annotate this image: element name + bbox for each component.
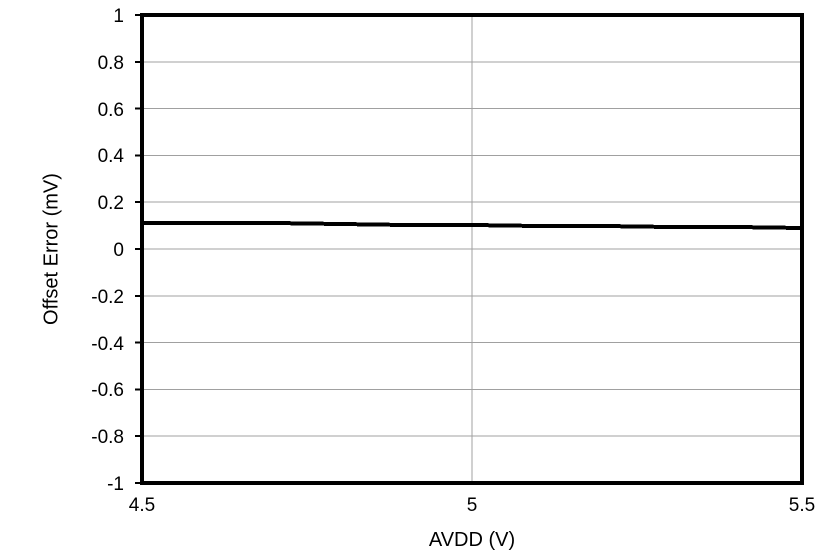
- y-tick-label: -0.6: [91, 380, 124, 402]
- y-tick-label: 0.2: [97, 193, 124, 215]
- y-tick-label: -0.8: [91, 427, 124, 449]
- y-tick-label: 0.8: [97, 52, 124, 74]
- x-tick-label: 5: [466, 495, 478, 516]
- x-axis-title: AVDD (V): [428, 529, 516, 551]
- y-tick-label: 0.4: [97, 146, 124, 168]
- y-tick-label: -0.2: [91, 286, 124, 308]
- plot-area: [135, 13, 804, 485]
- x-tick-label: 4.5: [128, 495, 156, 516]
- plot-frame: [140, 13, 804, 485]
- y-tick-label: -0.4: [91, 333, 124, 355]
- offset-error-line: [142, 221, 803, 230]
- y-tick-label: 0: [113, 240, 124, 261]
- x-tick-label: 5.5: [788, 495, 816, 516]
- y-tick-label: 1: [113, 6, 124, 27]
- y-tick-label: -1: [107, 474, 124, 495]
- y-tick-label: 0.6: [97, 99, 124, 121]
